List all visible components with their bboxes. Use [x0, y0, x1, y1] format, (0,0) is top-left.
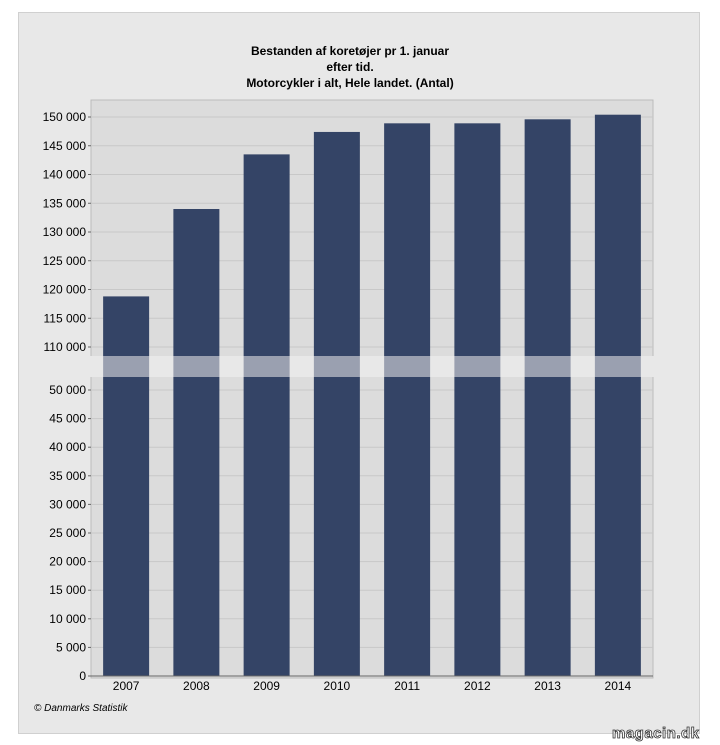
- y-tick-label: 115 000: [44, 311, 87, 325]
- bar-2014: [594, 114, 641, 676]
- y-tick-label: 25 000: [49, 526, 86, 540]
- bar-2011: [384, 123, 431, 676]
- bar-break-2007: [103, 356, 150, 377]
- y-tick-label: 20 000: [49, 555, 86, 569]
- bar-2012: [454, 123, 501, 676]
- bar-break-2011: [384, 356, 431, 377]
- y-tick-label: 120 000: [43, 283, 87, 297]
- y-tick-label: 125 000: [43, 254, 87, 268]
- y-tick-label: 30 000: [49, 497, 86, 511]
- y-tick-label: 35 000: [49, 469, 86, 483]
- y-tick-label: 110 000: [44, 340, 87, 354]
- bar-2010: [313, 131, 360, 676]
- bar-break-2009: [243, 356, 290, 377]
- axis-break: [20, 356, 670, 377]
- y-tick-label: 0: [79, 669, 86, 683]
- bar-break-2010: [313, 356, 360, 377]
- chart-title-line-3: Motorcykler i alt, Hele landet. (Antal): [246, 76, 453, 90]
- x-axis: 2007 2008 2009 2010 2011 2012 2013 2014: [91, 675, 653, 693]
- bar-2007: [103, 296, 150, 676]
- x-tick-label-2012: 2012: [464, 679, 491, 693]
- y-tick-label: 150 000: [43, 110, 87, 124]
- bar-2013: [524, 119, 571, 677]
- y-tick-label: 40 000: [49, 440, 86, 454]
- y-tick-label: 5 000: [56, 640, 86, 654]
- y-tick-label: 45 000: [49, 412, 86, 426]
- bar-break-2014: [594, 356, 641, 377]
- y-tick-label: 140 000: [43, 168, 87, 182]
- x-tick-label-2014: 2014: [605, 679, 632, 693]
- y-tick-label: 50 000: [49, 383, 86, 397]
- x-tick-label-2011: 2011: [394, 679, 420, 693]
- x-tick-label-2009: 2009: [253, 679, 280, 693]
- bar-2009: [243, 154, 290, 676]
- x-tick-label-2013: 2013: [534, 679, 561, 693]
- copyright-text: © Danmarks Statistik: [34, 703, 129, 714]
- y-tick-label: 135 000: [43, 196, 87, 210]
- x-tick-label-2007: 2007: [113, 679, 140, 693]
- y-tick-label: 130 000: [43, 225, 87, 239]
- bar-break-2008: [173, 356, 220, 377]
- watermark-text: magacin.dk: [612, 725, 700, 742]
- bar-break-2013: [524, 356, 571, 377]
- y-axis: 150 000 145 000 140 000 135 000 130 000 125 0…: [43, 110, 91, 683]
- bar-2008: [173, 209, 220, 676]
- x-tick-label-2010: 2010: [324, 679, 351, 693]
- y-tick-label: 10 000: [49, 612, 86, 626]
- y-tick-label: 15 000: [49, 583, 86, 597]
- bar-break-2012: [454, 356, 501, 377]
- chart-title-line-2: efter tid.: [326, 60, 373, 74]
- chart-title-line-1: Bestanden af koretøjer pr 1. januar: [251, 44, 449, 58]
- y-tick-label: 145 000: [43, 139, 87, 153]
- x-tick-label-2008: 2008: [183, 679, 210, 693]
